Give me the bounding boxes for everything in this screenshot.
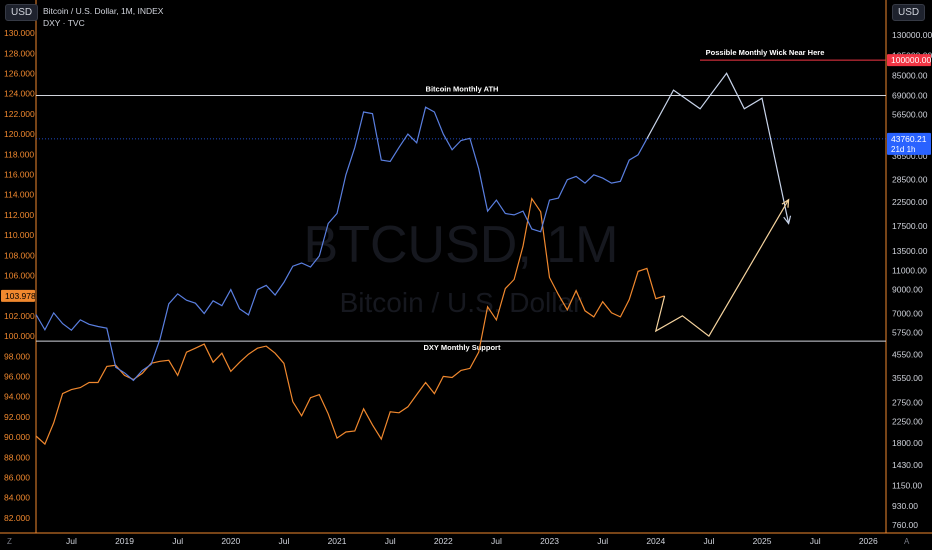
left-axis-tick: 116.000	[4, 169, 34, 179]
left-axis-tick: 86.000	[4, 472, 30, 482]
x-axis-label: Jul	[597, 536, 608, 546]
btc-price-label: 43760.21	[891, 134, 927, 144]
right-axis-tick: 130000.00	[892, 30, 932, 40]
x-axis-label: Jul	[810, 536, 821, 546]
dxy-series-line	[35, 197, 665, 446]
right-axis-tick: 69000.00	[892, 90, 928, 100]
right-axis-tick: 930.00	[892, 501, 918, 511]
wick-label: Possible Monthly Wick Near Here	[706, 48, 825, 57]
dxy-current-badge	[1, 289, 35, 302]
right-axis-tick: 56500.00	[892, 109, 928, 119]
symbol-legend: Bitcoin / U.S. Dollar, 1M, INDEX	[43, 6, 164, 16]
left-axis-tick: 92.000	[4, 412, 30, 422]
left-axis-tick: 100.000	[4, 331, 35, 341]
dxy-legend: DXY · TVC	[43, 18, 85, 28]
x-axis-label: Jul	[703, 536, 714, 546]
right-axis-tick: 85000.00	[892, 71, 928, 81]
x-axis-label: 2022	[434, 536, 453, 546]
x-axis-label: 2024	[646, 536, 665, 546]
x-axis-label: 2019	[115, 536, 134, 546]
left-axis-tick: 88.000	[4, 452, 30, 462]
left-currency-button[interactable]: USD	[5, 4, 39, 21]
left-axis-tick: 82.000	[4, 513, 30, 523]
left-axis-tick: 98.000	[4, 351, 30, 361]
right-axis-tick: 760.00	[892, 520, 918, 530]
right-axis-tick: 7000.00	[892, 309, 923, 319]
btc-ath-label: Bitcoin Monthly ATH	[426, 84, 499, 93]
dxy-projection-arrowhead	[781, 198, 790, 208]
x-axis-label: Jul	[385, 536, 396, 546]
right-axis-tick: 1800.00	[892, 438, 923, 448]
left-axis-tick: 128.000	[4, 48, 35, 58]
x-axis-label: 2020	[221, 536, 240, 546]
x-axis-label: Jul	[491, 536, 502, 546]
left-axis-tick: 114.000	[4, 190, 34, 200]
btc-projection-arrowhead	[783, 215, 792, 225]
left-axis-tick: 118.000	[4, 149, 34, 159]
x-axis-label: Jul	[66, 536, 77, 546]
left-axis-tick: 96.000	[4, 371, 30, 381]
left-axis-tick: 112.000	[4, 210, 34, 220]
left-axis-tick: 84.000	[4, 493, 30, 503]
right-axis-tick: 28500.00	[892, 175, 928, 185]
right-axis-tick: 1430.00	[892, 460, 923, 470]
zoom-corner-button[interactable]: Z	[7, 537, 12, 546]
left-axis-tick: 90.000	[4, 432, 30, 442]
right-axis-tick: 4550.00	[892, 350, 923, 360]
left-axis-tick: 110.000	[4, 230, 34, 240]
right-axis-tick: 13500.00	[892, 246, 928, 256]
x-axis-label: 2025	[753, 536, 772, 546]
right-axis-tick: 9000.00	[892, 285, 923, 295]
left-axis-tick: 130.000	[4, 28, 35, 38]
left-axis-tick: 122.000	[4, 109, 35, 119]
x-axis-label: 2023	[540, 536, 559, 546]
btc-price-countdown: 21d 1h	[891, 145, 915, 154]
btc-price-badge	[887, 132, 931, 155]
left-axis-tick: 126.000	[4, 68, 35, 78]
x-axis-label: Jul	[278, 536, 289, 546]
right-axis-tick: 5750.00	[892, 327, 923, 337]
left-axis-tick: 106.000	[4, 270, 35, 280]
btc-projection	[646, 72, 790, 224]
btc-series-line	[35, 106, 648, 382]
dxy-current-label: 103.978	[5, 291, 36, 301]
right-axis-tick: 2750.00	[892, 398, 923, 408]
right-axis-tick: 1150.00	[892, 481, 922, 491]
right-axis-tick: 17500.00	[892, 221, 928, 231]
auto-scale-button[interactable]: A	[904, 537, 910, 546]
left-axis-tick: 124.000	[4, 89, 35, 99]
right-axis-tick: 3550.00	[892, 373, 923, 383]
wick-price-badge	[887, 54, 931, 67]
left-axis-tick: 108.000	[4, 250, 35, 260]
watermark-subtitle: Bitcoin / U.S. Dollar	[340, 287, 583, 318]
right-axis-tick: 11000.00	[892, 265, 927, 275]
left-axis-tick: 102.000	[4, 311, 35, 321]
right-axis-tick: 2250.00	[892, 417, 923, 427]
dxy-projection	[654, 199, 790, 337]
watermark-title: BTCUSD, 1M	[304, 216, 619, 274]
right-axis-tick: 22500.00	[892, 197, 928, 207]
x-axis-label: 2026	[859, 536, 878, 546]
right-currency-button[interactable]: USD	[892, 4, 926, 21]
left-axis-tick: 94.000	[4, 392, 30, 402]
dxy-support-label: DXY Monthly Support	[424, 343, 501, 352]
left-axis-tick: 120.000	[4, 129, 35, 139]
x-axis-label: Jul	[172, 536, 183, 546]
right-axis-tick: 36500.00	[892, 151, 928, 161]
x-axis-label: 2021	[328, 536, 347, 546]
wick-price-label: 100000.00	[891, 55, 931, 65]
